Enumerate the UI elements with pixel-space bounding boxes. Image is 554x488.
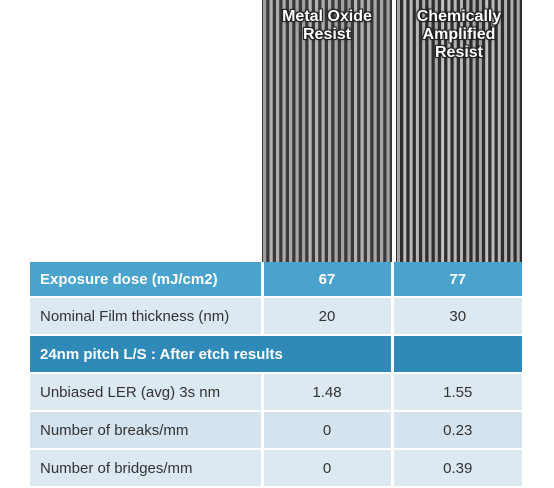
resist-line	[428, 0, 432, 262]
resist-line	[269, 0, 273, 262]
film-thickness-label: Nominal Film thickness (nm)	[30, 297, 262, 336]
section-header-row: 24nm pitch L/S : After etch results	[30, 334, 522, 374]
exposure-dose-row: Exposure dose (mJ/cm2) 67 77	[30, 262, 522, 298]
exposure-dose-label: Exposure dose (mJ/cm2)	[30, 262, 262, 298]
sem-image-metal-oxide: Metal Oxide Resist	[262, 0, 392, 262]
resist-line	[289, 0, 293, 262]
resist-line	[263, 0, 267, 262]
ler-metal-oxide: 1.48	[260, 373, 392, 412]
film-thickness-chemically-amplified: 30	[390, 297, 522, 336]
resist-line	[360, 0, 364, 262]
bridges-chemically-amplified: 0.39	[390, 449, 522, 488]
metal-oxide-line-pattern	[262, 0, 392, 262]
resist-line	[434, 0, 438, 262]
resist-line	[282, 0, 286, 262]
resist-line	[403, 0, 407, 262]
exposure-dose-chemically-amplified: 77	[390, 262, 522, 298]
resist-line	[334, 0, 338, 262]
resist-line	[328, 0, 332, 262]
breaks-label: Number of breaks/mm	[30, 411, 262, 450]
resist-line	[510, 0, 514, 262]
resist-line	[453, 0, 457, 262]
chemically-amplified-title: Chemically Amplified Resist	[416, 8, 502, 61]
breaks-metal-oxide: 0	[260, 411, 392, 450]
bridges-label: Number of bridges/mm	[30, 449, 262, 488]
resist-line	[516, 0, 520, 262]
resist-line	[373, 0, 377, 262]
film-thickness-metal-oxide: 20	[260, 297, 392, 336]
resist-line	[321, 0, 325, 262]
resist-line	[380, 0, 384, 262]
resist-line	[341, 0, 345, 262]
resist-line	[347, 0, 351, 262]
resist-line	[472, 0, 476, 262]
table-row: Number of bridges/mm 0 0.39	[30, 449, 522, 488]
resist-line	[447, 0, 451, 262]
resist-line	[397, 0, 400, 262]
resist-line	[491, 0, 495, 262]
resist-line	[497, 0, 501, 262]
table-row: Number of breaks/mm 0 0.23	[30, 411, 522, 450]
resist-line	[415, 0, 419, 262]
resist-line	[295, 0, 299, 262]
bridges-metal-oxide: 0	[260, 449, 392, 488]
section-header-empty-cell	[390, 334, 522, 374]
ler-chemically-amplified: 1.55	[390, 373, 522, 412]
resist-line	[441, 0, 445, 262]
resist-line	[466, 0, 470, 262]
exposure-dose-metal-oxide: 67	[260, 262, 392, 298]
resist-line	[478, 0, 482, 262]
sem-image-chemically-amplified: Chemically Amplified Resist	[396, 0, 522, 262]
metal-oxide-title: Metal Oxide Resist	[282, 8, 372, 43]
resist-line	[422, 0, 426, 262]
resist-line	[485, 0, 489, 262]
results-table: Exposure dose (mJ/cm2) 67 77 Nominal Fil…	[30, 262, 522, 488]
film-thickness-row: Nominal Film thickness (nm) 20 30	[30, 297, 522, 336]
chemically-amplified-line-pattern	[396, 0, 522, 262]
breaks-chemically-amplified: 0.23	[390, 411, 522, 450]
table-row: Unbiased LER (avg) 3s nm 1.48 1.55	[30, 373, 522, 412]
resist-line	[460, 0, 463, 262]
resist-line	[276, 0, 280, 262]
resist-line	[367, 0, 371, 262]
resist-line	[308, 0, 312, 262]
resist-line	[386, 0, 390, 262]
resist-line	[302, 0, 306, 262]
resist-line	[504, 0, 508, 262]
resist-line	[409, 0, 413, 262]
ler-label: Unbiased LER (avg) 3s nm	[30, 373, 262, 412]
resist-line	[315, 0, 319, 262]
resist-line	[354, 0, 358, 262]
section-header-label: 24nm pitch L/S : After etch results	[30, 334, 392, 374]
